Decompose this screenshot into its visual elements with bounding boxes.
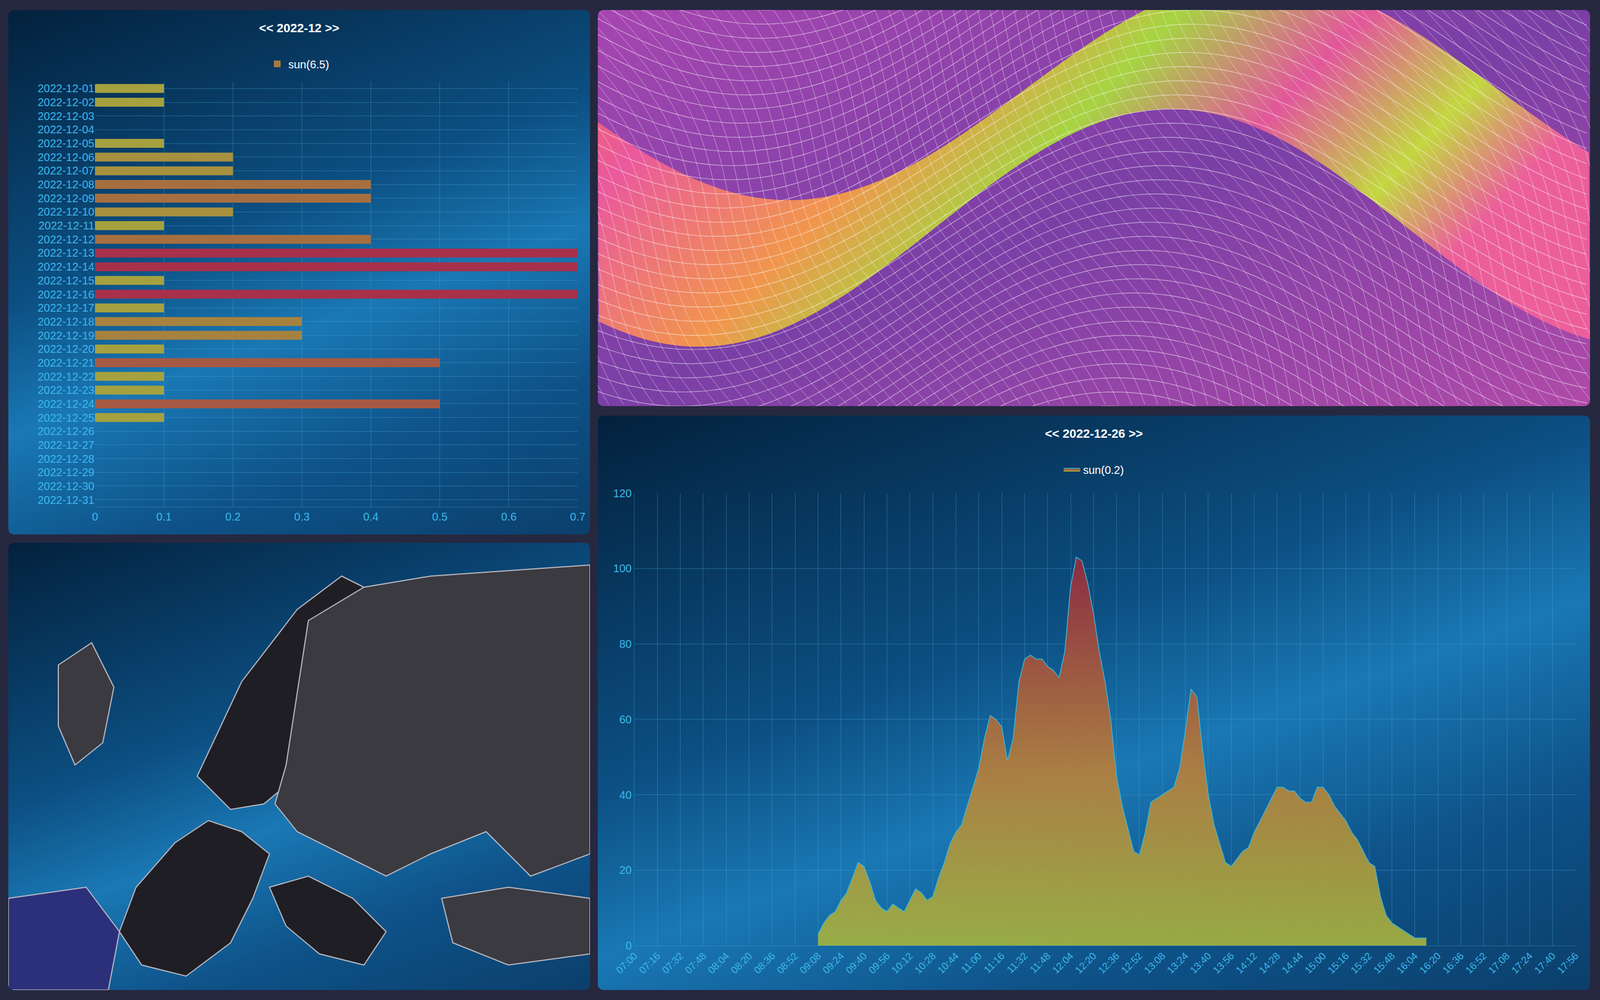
svg-text:09:08: 09:08 (797, 950, 824, 977)
svg-text:2022-12-06: 2022-12-06 (37, 151, 95, 164)
svg-text:17:08: 17:08 (1486, 950, 1512, 977)
svg-text:17:24: 17:24 (1509, 950, 1535, 977)
svg-text:2022-12-21: 2022-12-21 (37, 356, 95, 369)
svg-text:16:04: 16:04 (1394, 950, 1420, 977)
svg-text:11:48: 11:48 (1027, 950, 1053, 976)
svg-text:0.7: 0.7 (570, 510, 586, 523)
svg-text:2022-12-20: 2022-12-20 (37, 342, 95, 355)
svg-text:16:20: 16:20 (1417, 950, 1443, 977)
svg-text:17:56: 17:56 (1555, 950, 1581, 977)
svg-text:15:48: 15:48 (1371, 950, 1398, 977)
svg-text:2022-12-28: 2022-12-28 (37, 452, 95, 465)
svg-text:2022-12-19: 2022-12-19 (37, 329, 95, 342)
svg-text:12:04: 12:04 (1050, 950, 1076, 977)
svg-text:0.5: 0.5 (432, 510, 448, 523)
svg-text:13:24: 13:24 (1165, 950, 1191, 977)
svg-text:08:52: 08:52 (774, 950, 800, 977)
svg-text:12:20: 12:20 (1073, 950, 1099, 977)
svg-text:16:52: 16:52 (1463, 950, 1489, 977)
svg-text:0: 0 (91, 510, 98, 523)
svg-text:14:44: 14:44 (1279, 950, 1305, 977)
svg-text:0.3: 0.3 (294, 510, 310, 523)
svg-text:09:40: 09:40 (843, 950, 869, 977)
svg-text:2022-12-10: 2022-12-10 (37, 205, 95, 218)
svg-text:16:36: 16:36 (1440, 950, 1467, 977)
svg-text:2022-12-13: 2022-12-13 (37, 246, 95, 259)
svg-text:17:40: 17:40 (1532, 950, 1558, 977)
svg-text:08:04: 08:04 (705, 950, 732, 977)
svg-text:2022-12-12: 2022-12-12 (37, 233, 95, 246)
svg-text:2022-12-25: 2022-12-25 (37, 411, 95, 424)
svg-text:14:28: 14:28 (1256, 950, 1283, 977)
svg-text:11:00: 11:00 (958, 950, 984, 976)
svg-text:10:12: 10:12 (889, 950, 915, 977)
svg-text:120: 120 (613, 487, 632, 500)
svg-text:2022-12-18: 2022-12-18 (37, 315, 95, 328)
svg-text:13:08: 13:08 (1141, 950, 1168, 977)
svg-text:sun(6.5): sun(6.5) (288, 58, 329, 71)
svg-text:2022-12-15: 2022-12-15 (37, 274, 95, 287)
svg-text:10:44: 10:44 (935, 950, 962, 977)
svg-text:13:40: 13:40 (1187, 950, 1214, 977)
svg-text:2022-12-14: 2022-12-14 (37, 260, 95, 273)
svg-text:13:56: 13:56 (1210, 950, 1237, 977)
svg-text:07:48: 07:48 (682, 950, 709, 977)
svg-text:15:00: 15:00 (1302, 950, 1329, 977)
svg-text:sun(0.2): sun(0.2) (1083, 463, 1124, 477)
svg-text:2022-12-29: 2022-12-29 (37, 466, 95, 479)
svg-text:2022-12-17: 2022-12-17 (37, 301, 95, 314)
svg-text:12:52: 12:52 (1118, 950, 1145, 977)
svg-text:2022-12-22: 2022-12-22 (37, 370, 95, 383)
svg-text:2022-12-27: 2022-12-27 (37, 438, 95, 452)
svg-text:2022-12-26: 2022-12-26 (37, 425, 95, 438)
svg-text:11:32: 11:32 (1005, 950, 1030, 976)
svg-text:12:36: 12:36 (1096, 950, 1122, 977)
svg-text:100: 100 (613, 562, 632, 575)
svg-text:2022-12-05: 2022-12-05 (37, 137, 95, 150)
svg-text:08:36: 08:36 (751, 950, 778, 977)
html-text:<< 2022-12-26 >>: << 2022-12-26 >> (1044, 426, 1143, 441)
svg-text:60: 60 (619, 713, 632, 726)
svg-text:14:12: 14:12 (1233, 950, 1260, 977)
svg-text:2022-12-16: 2022-12-16 (37, 288, 95, 301)
svg-text:2022-12-30: 2022-12-30 (37, 480, 95, 493)
svg-text:2022-12-11: 2022-12-11 (38, 219, 95, 232)
svg-text:2022-12-07: 2022-12-07 (37, 164, 95, 177)
svg-text:2022-12-08: 2022-12-08 (37, 178, 95, 191)
svg-text:2022-12-24: 2022-12-24 (37, 397, 95, 410)
svg-text:2022-12-03: 2022-12-03 (37, 110, 95, 123)
svg-text:0.4: 0.4 (363, 510, 379, 523)
svg-text:20: 20 (619, 863, 632, 877)
svg-text:10:28: 10:28 (912, 950, 938, 977)
svg-text:2022-12-02: 2022-12-02 (37, 96, 95, 109)
svg-text:2022-12-09: 2022-12-09 (37, 192, 95, 205)
html-text:<< 2022-12 >>: << 2022-12 >> (259, 21, 340, 35)
svg-text:15:16: 15:16 (1325, 950, 1352, 977)
svg-text:09:56: 09:56 (866, 950, 893, 977)
svg-text:15:32: 15:32 (1348, 950, 1374, 977)
svg-text:2022-12-23: 2022-12-23 (37, 383, 95, 397)
svg-text:0.6: 0.6 (501, 510, 517, 523)
svg-text:2022-12-04: 2022-12-04 (37, 123, 95, 136)
svg-text:0.1: 0.1 (156, 510, 172, 523)
svg-text:08:20: 08:20 (728, 950, 755, 977)
svg-text:09:24: 09:24 (820, 950, 847, 977)
svg-text:07:32: 07:32 (660, 950, 686, 977)
svg-text:07:16: 07:16 (637, 950, 663, 977)
svg-text:40: 40 (619, 788, 632, 802)
svg-text:11:16: 11:16 (981, 950, 1007, 976)
svg-text:80: 80 (619, 637, 632, 650)
svg-text:07:00: 07:00 (613, 950, 640, 977)
svg-text:0.2: 0.2 (225, 510, 241, 523)
svg-text:2022-12-01: 2022-12-01 (37, 82, 95, 95)
svg-text:0: 0 (625, 939, 632, 952)
svg-text:2022-12-31: 2022-12-31 (37, 493, 95, 507)
